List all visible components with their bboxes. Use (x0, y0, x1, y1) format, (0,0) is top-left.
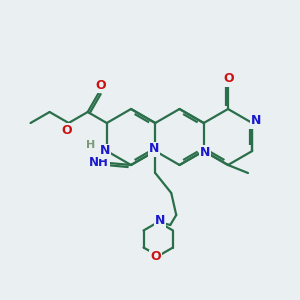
Text: N: N (251, 115, 261, 128)
Text: N: N (149, 142, 159, 155)
Text: N: N (200, 146, 210, 158)
Text: O: O (224, 73, 234, 85)
Text: O: O (95, 80, 106, 92)
Text: O: O (61, 124, 72, 136)
Text: N: N (155, 214, 165, 227)
Text: N: N (100, 145, 110, 158)
Text: NH: NH (89, 157, 109, 169)
Text: H: H (86, 140, 95, 150)
Text: O: O (150, 250, 160, 263)
